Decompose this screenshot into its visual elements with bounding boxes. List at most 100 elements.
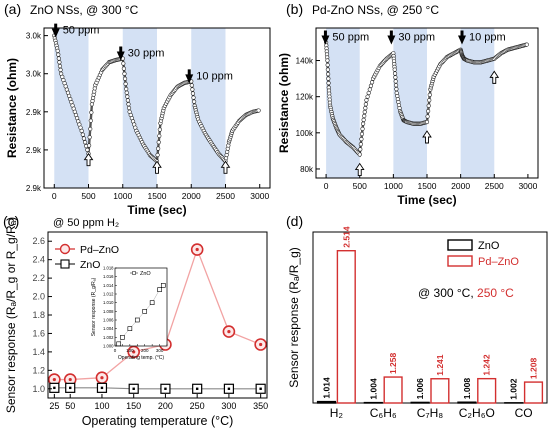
y-tick-label: 3.0k (26, 32, 42, 41)
inset-y-tick-label: 1.012 (103, 292, 114, 297)
data-point (363, 102, 368, 107)
data-point (56, 52, 61, 57)
y-axis-label: Sensor response (Rₐ/R_g or R_g/Rₐ) (4, 217, 18, 413)
panel-b: 0 500 1000 1500 2000 2500 3000 80k 100k 120k 140k T… (277, 1, 539, 207)
data-point (88, 126, 93, 132)
inset-x-tick-label: 200 (141, 348, 149, 353)
y-tick-label: 1.4 (32, 347, 45, 357)
data-point (80, 132, 85, 137)
chart-title: ZnO NSs, @ 300 °C (30, 3, 139, 17)
x-tick-label: 300 (221, 401, 236, 411)
bar-label-zno: 1.008 (462, 378, 472, 400)
up-arrow-icon (422, 130, 432, 144)
x-tick-label: 2500 (485, 181, 504, 191)
down-arrow-icon (387, 30, 396, 45)
legend-label-pd-zno: Pd–ZnO (80, 244, 119, 256)
inset-y-tick-label: 1.010 (103, 300, 114, 305)
inset-y-tick-label: 1.004 (103, 326, 114, 331)
panel-a: 0 500 1000 1500 2000 2500 3000 2.9k 2.9k 2.9k 3.0k… (4, 1, 271, 217)
data-point (89, 110, 94, 115)
data-point (360, 121, 366, 126)
x-tick-label: 500 (81, 191, 95, 201)
y-tick-label: 1.0 (32, 384, 45, 394)
up-arrow-icon (489, 70, 500, 84)
y-axis-label: Resistance (ohm) (277, 53, 291, 153)
bar-zno (316, 400, 337, 404)
inset-x-tick-label: 300 (156, 348, 164, 353)
zno-point-dot (227, 387, 231, 390)
pd-zno-point-dot (52, 377, 56, 382)
data-point (358, 147, 363, 152)
y-tick-label: 80k (300, 165, 314, 174)
x-tick-label: 2000 (451, 181, 470, 191)
data-point (358, 142, 363, 147)
inset-point (116, 341, 122, 347)
zno-point-dot (53, 386, 56, 390)
bar-label-zno: 1.014 (322, 377, 332, 399)
x-tick-label: 150 (126, 401, 141, 411)
inset-chart: 0 100 200 300 1.000 1.002 1.004 1.006 1.008 1.010… (91, 266, 168, 361)
x-tick-label: 1000 (113, 191, 132, 201)
x-tick-label: 1500 (418, 181, 437, 191)
x-tick-label: 250 (190, 401, 205, 411)
bar-zno (457, 401, 477, 404)
down-arrow-icon (51, 23, 60, 38)
data-point (425, 114, 430, 119)
bar-label-pd-zno: 1.241 (435, 354, 445, 376)
up-arrow-icon (152, 160, 162, 174)
data-point (367, 87, 372, 92)
x-tick-label: 0 (52, 191, 57, 201)
bar-pd-zno (336, 250, 356, 404)
title-part-pd-zno: 250 °C (477, 286, 514, 300)
concentration-label: 50 ppm (63, 25, 100, 37)
inset-point (127, 326, 133, 331)
data-point (427, 92, 432, 97)
y-tick-label: 100k (296, 129, 314, 138)
inset-point (134, 317, 140, 323)
x-tick-label: 0 (324, 181, 329, 191)
inset-x-tick-label: 0 (114, 348, 117, 353)
x-tick-label: C₂H₆O (459, 406, 495, 420)
data-point (326, 76, 331, 81)
bar-label-pd-zno: 1.258 (388, 353, 398, 375)
data-point (189, 83, 194, 88)
data-point (426, 109, 431, 114)
plot-frame (312, 231, 548, 404)
up-arrow-icon (83, 152, 94, 167)
data-point (87, 135, 92, 140)
inset-point (149, 300, 155, 305)
x-tick-label: C₆H₆ (370, 406, 397, 420)
y-axis-label: Resistance (ohm) (5, 58, 19, 158)
bar-pd-zno (430, 378, 450, 404)
bar-label-pd-zno: 2.514 (341, 226, 351, 248)
data-point (364, 98, 369, 103)
bar-label-pd-zno: 1.208 (528, 358, 538, 380)
data-point (125, 94, 130, 99)
zno-point-dot (259, 387, 262, 390)
y-tick-label: 2.4 (32, 255, 45, 265)
x-tick-label: 200 (158, 401, 173, 411)
concentration-label: 30 ppm (128, 47, 165, 59)
gas-on-band (460, 28, 495, 178)
inset-x-axis-label: Operating temp. (°C) (118, 355, 165, 361)
data-point (392, 71, 398, 76)
zno-point-dot (195, 387, 199, 390)
data-point (360, 126, 365, 132)
data-point (122, 71, 127, 76)
data-point (121, 61, 126, 66)
data-point (126, 102, 131, 107)
data-point (326, 71, 331, 77)
x-axis-label: Operating temperature (°C) (82, 414, 234, 428)
bar-zno (410, 401, 430, 404)
panel-label: (c) (3, 213, 19, 229)
data-point (357, 152, 362, 157)
panel-label: (a) (4, 1, 21, 17)
legend-label-zno: ZnO (80, 259, 100, 271)
inset-x-tick-label: 100 (126, 348, 134, 353)
data-point (393, 75, 398, 80)
inset-point (142, 309, 148, 314)
x-tick-label: 50 (65, 401, 75, 411)
y-tick-label: 1.2 (32, 365, 45, 375)
chart-title: @ 50 ppm H₂ (53, 217, 119, 229)
